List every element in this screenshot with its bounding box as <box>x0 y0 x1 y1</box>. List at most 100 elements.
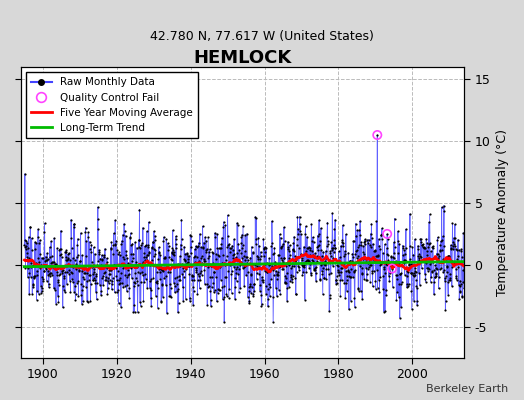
Point <box>81 224 90 231</box>
Point <box>287 264 296 271</box>
Point <box>273 275 281 282</box>
Point <box>446 277 454 283</box>
Y-axis label: Temperature Anomaly (°C): Temperature Anomaly (°C) <box>496 129 509 296</box>
Point <box>156 252 165 258</box>
Point <box>279 266 288 272</box>
Point <box>456 282 464 289</box>
Point <box>319 291 327 298</box>
Point <box>304 244 313 250</box>
Point <box>345 268 354 275</box>
Point <box>166 293 174 299</box>
Point <box>138 240 146 246</box>
Point <box>48 272 57 278</box>
Point <box>100 270 108 276</box>
Point <box>270 244 279 251</box>
Point <box>82 252 90 259</box>
Point <box>348 250 356 257</box>
Point <box>227 290 236 296</box>
Point <box>453 247 462 254</box>
Point <box>291 275 300 281</box>
Point <box>441 306 450 313</box>
Point <box>47 260 56 266</box>
Point <box>176 262 184 269</box>
Point <box>159 268 167 274</box>
Point <box>66 289 74 296</box>
Point <box>452 273 461 280</box>
Point <box>126 235 134 241</box>
Point <box>84 229 93 236</box>
Point <box>391 260 400 266</box>
Point <box>359 250 368 257</box>
Point <box>108 278 116 284</box>
Point <box>437 265 445 271</box>
Point <box>124 260 132 266</box>
Point <box>280 238 289 244</box>
Point <box>314 243 322 249</box>
Point <box>121 272 129 278</box>
Point <box>143 285 151 291</box>
Point <box>135 244 144 250</box>
Point <box>378 225 386 232</box>
Point <box>256 282 265 288</box>
Point <box>334 262 342 269</box>
Point <box>287 271 295 278</box>
Point <box>400 260 408 266</box>
Point <box>192 269 201 275</box>
Point <box>302 248 310 254</box>
Point <box>262 290 270 297</box>
Point <box>239 253 248 260</box>
Point <box>257 292 265 298</box>
Point <box>127 242 135 248</box>
Point <box>212 274 221 280</box>
Point <box>416 257 424 263</box>
Point <box>253 270 261 276</box>
Point <box>365 259 374 266</box>
Point <box>44 272 52 278</box>
Point <box>155 250 163 256</box>
Point <box>99 264 107 271</box>
Point <box>195 285 204 292</box>
Point <box>377 231 386 238</box>
Point <box>429 245 437 251</box>
Point <box>57 254 66 260</box>
Point <box>191 252 200 259</box>
Point <box>243 230 251 237</box>
Point <box>320 261 328 268</box>
Point <box>367 221 376 227</box>
Point <box>23 254 31 260</box>
Point <box>228 242 236 249</box>
Point <box>438 237 446 244</box>
Point <box>143 257 151 263</box>
Point <box>158 282 166 288</box>
Point <box>308 257 316 264</box>
Point <box>451 246 460 252</box>
Point <box>116 269 125 276</box>
Point <box>133 278 141 285</box>
Point <box>345 274 354 280</box>
Point <box>221 262 230 268</box>
Point <box>325 308 333 314</box>
Text: 42.780 N, 77.617 W (United States): 42.780 N, 77.617 W (United States) <box>150 30 374 43</box>
Point <box>370 248 378 254</box>
Point <box>177 241 185 248</box>
Point <box>409 272 418 278</box>
Point <box>201 234 209 240</box>
Point <box>451 221 459 228</box>
Point <box>111 242 119 248</box>
Point <box>45 244 53 250</box>
Point <box>318 271 326 277</box>
Point <box>190 277 199 283</box>
Point <box>258 279 267 286</box>
Point <box>165 243 173 250</box>
Point <box>380 241 389 248</box>
Point <box>344 273 353 279</box>
Point <box>91 280 100 286</box>
Point <box>234 270 242 277</box>
Point <box>182 266 190 272</box>
Point <box>379 285 387 292</box>
Point <box>343 273 352 279</box>
Point <box>420 245 428 252</box>
Point <box>241 248 249 254</box>
Point <box>294 226 302 232</box>
Point <box>244 256 252 263</box>
